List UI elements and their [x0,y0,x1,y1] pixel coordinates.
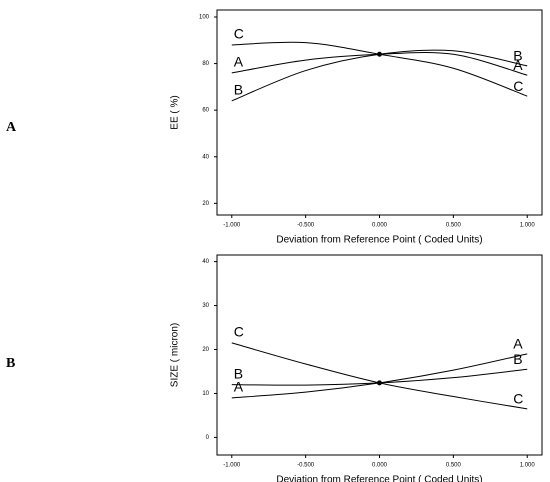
panel-label: B [6,356,15,371]
y-tick-label: 0 [206,435,210,441]
curve-label: A [234,379,244,395]
curve-label: B [234,82,243,98]
curve-label: B [513,48,522,64]
reference-point [377,51,382,57]
curve-label: A [234,54,244,70]
x-tick-label: -1.000 [223,463,241,469]
x-tick-label: 1.000 [520,223,536,229]
x-tick-label: 0.000 [372,463,388,469]
y-tick-label: 30 [202,303,209,309]
x-tick-label: -0.500 [297,223,315,229]
y-tick-label: 80 [202,61,209,67]
curve [231,342,528,410]
curve-label: C [513,391,523,407]
x-tick-label: -1.000 [223,223,241,229]
y-tick-label: 60 [202,108,209,114]
panel-label: A [6,120,17,135]
curve-label: C [234,324,244,340]
curve-label: B [234,365,243,381]
x-tick-label: 0.000 [372,223,388,229]
y-axis-label: SIZE ( micron) [170,323,181,387]
reference-point [377,380,382,386]
curve-label: A [513,336,523,352]
plot-frame [216,254,543,456]
y-tick-label: 20 [202,347,209,353]
x-axis-label: Deviation from Reference Point ( Coded U… [276,475,482,482]
x-tick-label: 1.000 [520,463,536,469]
y-axis-label: EE ( %) [170,95,181,129]
y-tick-label: 100 [199,15,210,21]
x-tick-label: -0.500 [297,463,315,469]
x-axis-label: Deviation from Reference Point ( Coded U… [276,235,482,246]
y-tick-label: 20 [202,201,209,207]
curve-label: C [234,26,244,42]
curve [231,353,528,399]
curve-label: A [513,57,523,73]
curve-label: C [513,78,523,94]
plot-frame [216,9,543,216]
y-tick-label: 40 [202,154,209,160]
curve-label: B [513,351,522,367]
curve [231,41,528,97]
curve [231,49,528,102]
x-tick-label: 0.500 [446,463,462,469]
y-tick-label: 40 [202,259,209,265]
y-tick-label: 10 [202,391,209,397]
x-tick-label: 0.500 [446,223,462,229]
